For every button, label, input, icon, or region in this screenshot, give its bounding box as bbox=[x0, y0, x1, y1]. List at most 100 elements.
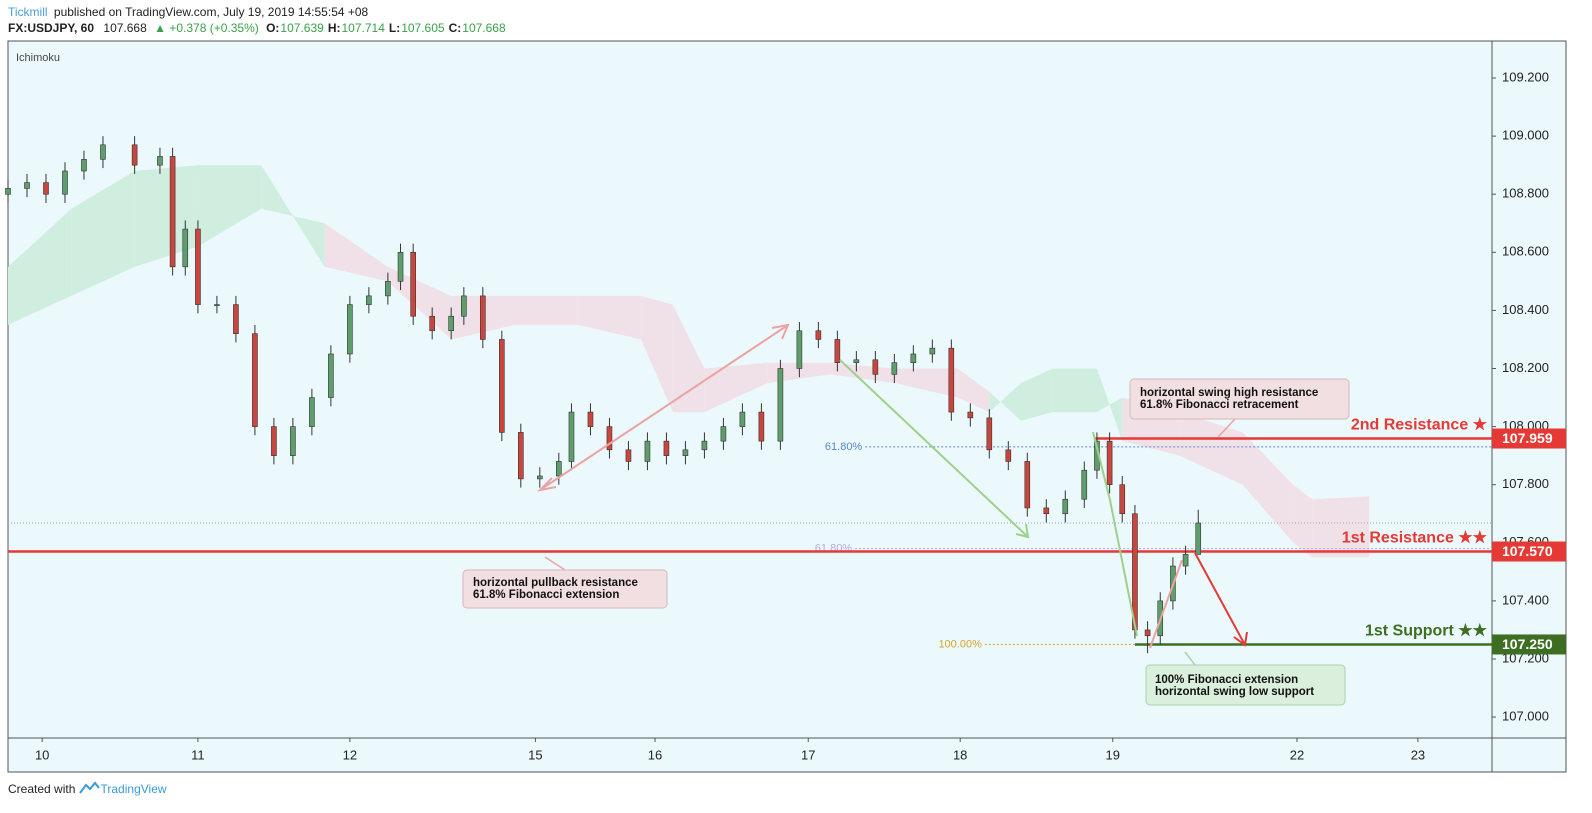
arrow-head bbox=[1233, 631, 1248, 647]
ohlc-value: 107.714 bbox=[341, 21, 385, 35]
indicator-label: Ichimoku bbox=[16, 52, 60, 64]
candle-body bbox=[271, 426, 277, 456]
published: published on TradingView.com, July 19, 2… bbox=[54, 5, 369, 19]
change: ▲ +0.378 (+0.35%) bbox=[154, 21, 259, 35]
candle-body bbox=[644, 440, 651, 462]
candle-body bbox=[410, 252, 416, 317]
arrow bbox=[544, 556, 566, 571]
candle-body bbox=[429, 315, 435, 332]
candle-body bbox=[195, 228, 201, 305]
candle-body bbox=[328, 353, 334, 398]
candle-body bbox=[1195, 522, 1202, 555]
candle-body bbox=[1081, 469, 1088, 500]
cloud-segment bbox=[894, 368, 958, 398]
arrow bbox=[1217, 418, 1236, 438]
axes: 107.000107.200107.400107.600107.800108.0… bbox=[8, 41, 1566, 772]
candle-body bbox=[499, 339, 505, 433]
candle-body bbox=[872, 359, 879, 375]
candle-body bbox=[290, 426, 296, 456]
candle-body bbox=[587, 411, 594, 427]
candle-body bbox=[625, 449, 632, 462]
fib-label: 100.00% bbox=[938, 638, 982, 650]
logo bbox=[79, 781, 100, 794]
x-tick-label: 10 bbox=[35, 747, 49, 762]
candle-body bbox=[24, 182, 30, 189]
cloud-segment bbox=[324, 223, 388, 282]
candle-body bbox=[480, 295, 486, 340]
footer: Created with TradingView bbox=[8, 782, 167, 796]
candle-body bbox=[1119, 484, 1126, 515]
arrow-head bbox=[771, 323, 790, 340]
candle-body bbox=[385, 281, 391, 297]
candle-body bbox=[739, 411, 746, 427]
candle-body bbox=[720, 426, 727, 442]
candle-body bbox=[5, 188, 11, 195]
x-tick-label: 18 bbox=[953, 747, 967, 762]
price-tag-label: 107.250 bbox=[1502, 636, 1553, 652]
cloud-segment bbox=[577, 295, 642, 340]
cloud-segment bbox=[1312, 496, 1370, 558]
arrow-head bbox=[537, 477, 557, 492]
candle-body bbox=[233, 304, 239, 334]
header-line: Tickmill published on TradingView.com, J… bbox=[8, 5, 369, 19]
cloud-segment bbox=[134, 165, 198, 267]
callout-box bbox=[1145, 664, 1346, 706]
candle-body bbox=[701, 440, 708, 451]
cloud-segment bbox=[8, 208, 72, 325]
cloud-segment bbox=[1242, 432, 1294, 543]
callout-text: 61.8% Fibonacci retracement bbox=[1140, 399, 1299, 411]
y-tick-label: 108.600 bbox=[1502, 244, 1549, 259]
arrow bbox=[539, 324, 789, 491]
price-tags: 107.959 107.570 107.250 bbox=[1492, 428, 1566, 655]
candle-body bbox=[815, 330, 822, 340]
candle-body bbox=[1062, 498, 1069, 515]
x-tick-label: 23 bbox=[1411, 747, 1425, 762]
candle-body bbox=[682, 449, 689, 456]
cloud-segment bbox=[1020, 368, 1053, 421]
callout-text: horizontal pullback resistance bbox=[473, 577, 638, 589]
ohlc-label: L: bbox=[389, 21, 400, 35]
price-tag bbox=[1492, 634, 1566, 655]
x-tick-label: 22 bbox=[1290, 747, 1304, 762]
y-tick-label: 107.800 bbox=[1502, 476, 1549, 491]
y-tick-label: 108.400 bbox=[1502, 302, 1549, 317]
price-tag bbox=[1492, 428, 1566, 449]
cloud-segment bbox=[704, 362, 768, 413]
x-tick-label: 17 bbox=[801, 747, 815, 762]
ohlc-value: 107.605 bbox=[401, 21, 445, 35]
arrow-head bbox=[1015, 523, 1030, 539]
symbol: FX:USDJPY, 60 bbox=[8, 21, 94, 35]
candle-body bbox=[214, 304, 220, 306]
candle-body bbox=[1043, 507, 1050, 515]
ohlc-label: O: bbox=[266, 21, 279, 35]
fib-label: 61.80% bbox=[825, 441, 863, 453]
candle-body bbox=[461, 295, 467, 317]
y-tick-label: 108.800 bbox=[1502, 186, 1549, 201]
header-ohlc: FX:USDJPY, 60 107.668 ▲ +0.378 (+0.35%) … bbox=[8, 21, 506, 35]
ohlc-label: H: bbox=[328, 21, 341, 35]
candle-body bbox=[81, 159, 87, 172]
candle-body bbox=[568, 411, 575, 462]
level-name: 1st Support ★★ bbox=[1365, 623, 1488, 640]
candle-body bbox=[606, 426, 613, 451]
candle-body bbox=[929, 347, 936, 355]
arrow bbox=[1184, 651, 1196, 666]
candle-body bbox=[758, 411, 765, 442]
cloud-segment bbox=[197, 165, 262, 247]
candle-body bbox=[1024, 461, 1031, 509]
x-tick-label: 15 bbox=[528, 747, 542, 762]
x-tick-label: 11 bbox=[191, 747, 205, 762]
candle-body bbox=[366, 295, 372, 305]
candle-body bbox=[131, 144, 138, 166]
footer-created: Created with bbox=[8, 782, 75, 796]
callouts: horizontal swing high resistance 61.8% F… bbox=[462, 378, 1350, 706]
cloud-segment bbox=[261, 165, 325, 267]
cloud-segment bbox=[1179, 412, 1243, 485]
cloud-segment bbox=[1293, 484, 1313, 558]
x-tick-label: 16 bbox=[648, 747, 662, 762]
price: 107.668 bbox=[103, 21, 147, 35]
candle-body bbox=[309, 397, 315, 427]
candle-body bbox=[518, 432, 524, 480]
candle-body bbox=[347, 304, 353, 355]
